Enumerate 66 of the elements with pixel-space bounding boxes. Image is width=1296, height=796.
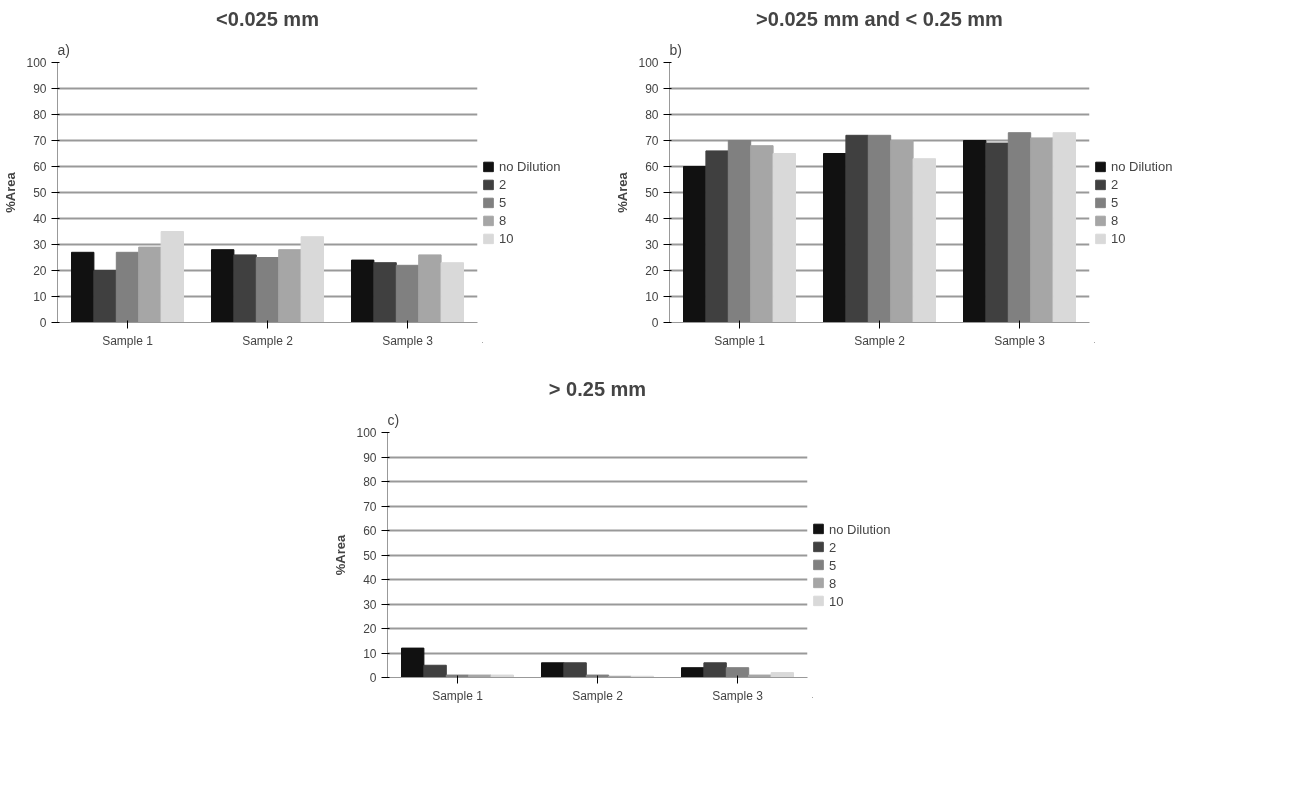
legend-label: no Dilution — [829, 521, 891, 536]
y-tick-label: 10 — [33, 290, 47, 304]
y-axis-title: %Area — [333, 534, 349, 576]
legend-label: no Dilution — [499, 158, 561, 174]
y-tick-label: 40 — [645, 212, 659, 226]
x-tick-label: Sample 3 — [994, 333, 1046, 348]
x-tick-label: Sample 1 — [432, 688, 484, 703]
y-tick-label: 20 — [645, 264, 659, 278]
y-tick-label: 70 — [363, 499, 377, 514]
y-tick-label: 30 — [33, 238, 47, 252]
legend-label: 10 — [499, 230, 515, 246]
legend-label: 8 — [829, 575, 838, 590]
y-tick-label: 100 — [356, 426, 377, 440]
legend-label: 2 — [1111, 176, 1120, 192]
legend-label: 2 — [499, 176, 508, 192]
chart-title: <0.025 mm — [216, 7, 319, 30]
y-tick-label: 0 — [369, 671, 377, 685]
y-tick-label: 60 — [363, 524, 377, 538]
legend-label: 8 — [499, 212, 508, 228]
y-tick-label: 40 — [33, 212, 47, 226]
y-axis-title: %Area — [615, 171, 631, 213]
y-tick-label: 60 — [33, 160, 47, 174]
y-tick-label: 30 — [645, 238, 659, 252]
x-tick-label: Sample 2 — [572, 688, 624, 703]
x-tick-label: Sample 2 — [242, 333, 294, 348]
y-tick-label: 10 — [645, 290, 659, 304]
x-tick-label: Sample 3 — [382, 333, 434, 348]
legend-label: 10 — [1111, 230, 1127, 246]
legend-label: 8 — [1111, 212, 1120, 228]
y-tick-label: 50 — [33, 186, 47, 200]
legend-label: 5 — [499, 194, 508, 210]
y-tick-label: 20 — [363, 622, 377, 636]
y-tick-label: 90 — [645, 82, 659, 96]
y-tick-label: 70 — [645, 134, 659, 148]
chart-title: > 0.25 mm — [548, 377, 647, 400]
y-tick-label: 0 — [651, 316, 659, 330]
y-tick-label: 100 — [26, 56, 47, 70]
y-tick-label: 100 — [638, 56, 659, 70]
y-axis-title: %Area — [3, 171, 19, 213]
y-tick-label: 30 — [363, 597, 377, 612]
x-tick-label: Sample 1 — [714, 333, 766, 348]
y-tick-label: 40 — [363, 573, 377, 587]
legend-label: 5 — [1111, 194, 1120, 210]
legend-label: 2 — [829, 539, 838, 554]
y-tick-label: 80 — [363, 475, 377, 489]
text: b) — [669, 41, 682, 58]
legend-label: no Dilution — [1111, 158, 1173, 174]
x-tick-label: Sample 1 — [102, 333, 154, 348]
y-tick-label: 0 — [39, 316, 47, 330]
x-tick-label: Sample 3 — [712, 688, 764, 703]
y-tick-label: 90 — [363, 450, 377, 465]
text: c) — [387, 411, 400, 428]
y-tick-label: 20 — [33, 264, 47, 278]
text: a) — [57, 41, 70, 58]
y-tick-label: 80 — [33, 108, 47, 122]
legend-label: 5 — [829, 557, 838, 572]
x-tick-label: Sample 2 — [854, 333, 906, 348]
chart-title: >0.025 mm and < 0.25 mm — [756, 7, 1003, 30]
y-tick-label: 80 — [645, 108, 659, 122]
y-tick-label: 10 — [363, 646, 377, 661]
y-tick-label: 70 — [33, 134, 47, 148]
y-tick-label: 50 — [363, 548, 377, 563]
legend-label: 10 — [829, 593, 845, 608]
y-tick-label: 90 — [33, 82, 47, 96]
y-tick-label: 50 — [645, 186, 659, 200]
y-tick-label: 60 — [645, 160, 659, 174]
